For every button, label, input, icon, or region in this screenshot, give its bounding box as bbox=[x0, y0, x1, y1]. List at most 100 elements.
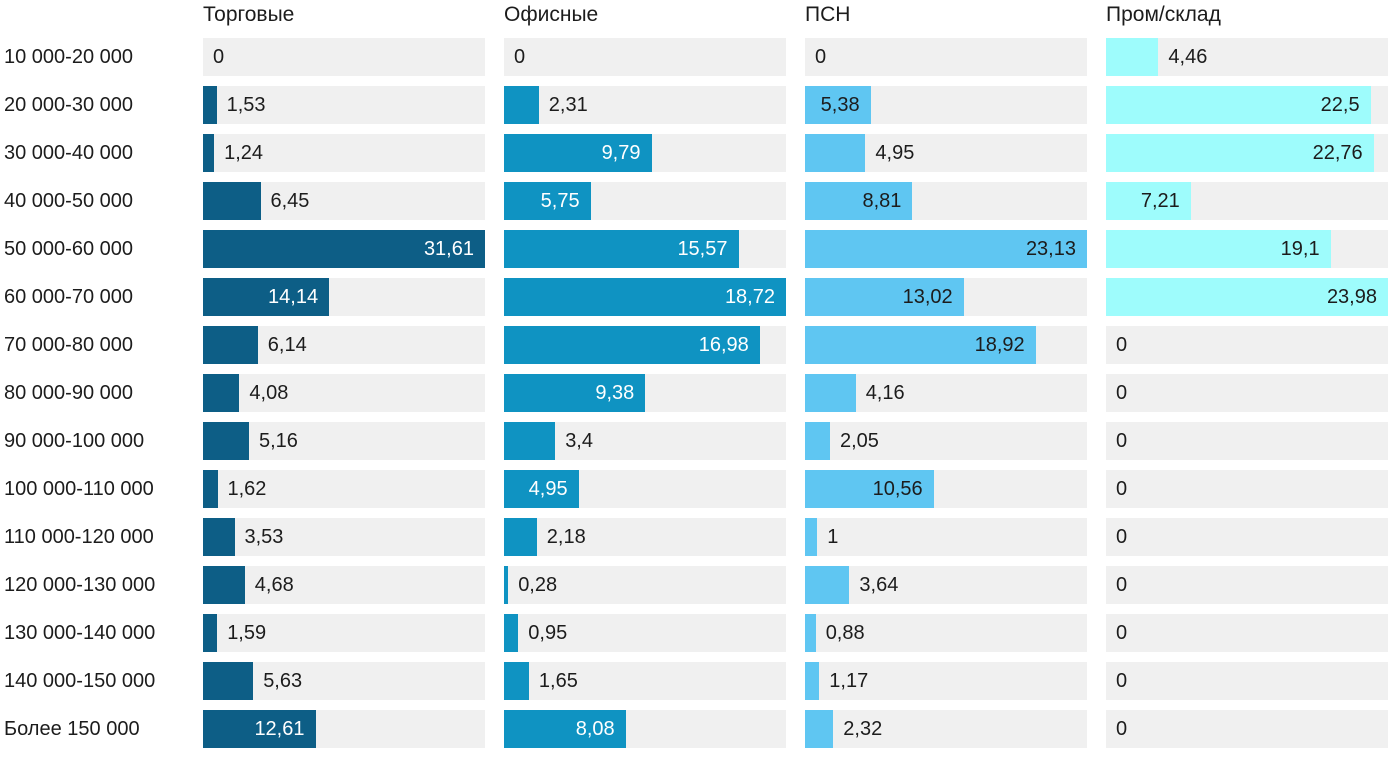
bar-value-label: 5,63 bbox=[263, 670, 303, 692]
bar bbox=[504, 518, 537, 556]
bar-track: 0 bbox=[203, 38, 485, 76]
bar-value-label: 10,56 bbox=[872, 478, 923, 500]
bar-track: 5,75 bbox=[504, 182, 786, 220]
bar bbox=[1106, 230, 1331, 268]
bar-track: 8,08 bbox=[504, 710, 786, 748]
bar bbox=[203, 134, 215, 172]
bar-track: 1 bbox=[805, 518, 1087, 556]
bar-value-label: 1,59 bbox=[227, 622, 267, 644]
bar bbox=[203, 614, 218, 652]
bar bbox=[203, 662, 254, 700]
bar-value-label: 22,76 bbox=[1312, 142, 1363, 164]
bar bbox=[805, 326, 1036, 364]
bar-value-label: 31,61 bbox=[423, 238, 474, 260]
bar-value-label: 4,16 bbox=[865, 382, 905, 404]
bar bbox=[203, 182, 261, 220]
chart-row: 80 000-90 000 4,08 9,38 4,16 0 bbox=[0, 374, 1400, 422]
bar bbox=[203, 710, 316, 748]
bar-track: 15,57 bbox=[504, 230, 786, 268]
bar-value-label: 23,98 bbox=[1326, 286, 1377, 308]
row-label: 10 000-20 000 bbox=[4, 46, 134, 68]
bar bbox=[805, 614, 816, 652]
bar-value-label: 0 bbox=[1116, 478, 1128, 500]
row-label: 20 000-30 000 bbox=[4, 94, 134, 116]
bar-value-label: 2,31 bbox=[548, 94, 588, 116]
bar-value-label: 16,98 bbox=[698, 334, 749, 356]
bar-track: 0 bbox=[1106, 710, 1388, 748]
bar-track: 1,65 bbox=[504, 662, 786, 700]
bar-track: 5,38 bbox=[805, 86, 1087, 124]
chart-row: 120 000-130 000 4,68 0,28 3,64 0 bbox=[0, 566, 1400, 614]
bar-track: 1,53 bbox=[203, 86, 485, 124]
bar bbox=[805, 374, 856, 412]
bar bbox=[1106, 134, 1374, 172]
bar-value-label: 4,08 bbox=[249, 382, 289, 404]
chart-row: 20 000-30 000 1,53 2,31 5,38 22,5 bbox=[0, 86, 1400, 134]
row-label: 100 000-110 000 bbox=[4, 478, 154, 500]
bar bbox=[805, 182, 913, 220]
chart-row: 100 000-110 000 1,62 4,95 10,56 0 bbox=[0, 470, 1400, 518]
row-label: 40 000-50 000 bbox=[4, 190, 134, 212]
bar-value-label: 1,24 bbox=[224, 142, 264, 164]
bar-value-label: 0 bbox=[213, 46, 225, 68]
bar-track: 19,1 bbox=[1106, 230, 1388, 268]
bar-value-label: 3,64 bbox=[859, 574, 899, 596]
bar bbox=[504, 710, 626, 748]
bar-track: 5,16 bbox=[203, 422, 485, 460]
bar bbox=[805, 134, 866, 172]
bar bbox=[203, 278, 330, 316]
chart-row: 140 000-150 000 5,63 1,65 1,17 0 bbox=[0, 662, 1400, 710]
bar-value-label: 19,1 bbox=[1280, 238, 1320, 260]
bar-value-label: 1,62 bbox=[227, 478, 267, 500]
bar-value-label: 0 bbox=[514, 46, 526, 68]
chart-row: Более 150 000 12,61 8,08 2,32 0 bbox=[0, 710, 1400, 758]
bar-value-label: 6,14 bbox=[267, 334, 307, 356]
bar-track: 0 bbox=[1106, 422, 1388, 460]
bar bbox=[203, 470, 218, 508]
bar-value-label: 9,38 bbox=[595, 382, 635, 404]
bar-track: 1,17 bbox=[805, 662, 1087, 700]
bar bbox=[805, 278, 964, 316]
bar-track: 2,18 bbox=[504, 518, 786, 556]
bar bbox=[1106, 278, 1388, 316]
bar-track: 13,02 bbox=[805, 278, 1087, 316]
bar-value-label: 23,13 bbox=[1025, 238, 1076, 260]
bar-track: 16,98 bbox=[504, 326, 786, 364]
bar-track: 0,95 bbox=[504, 614, 786, 652]
bar-track: 14,14 bbox=[203, 278, 485, 316]
bar bbox=[504, 326, 760, 364]
bar bbox=[203, 230, 485, 268]
bar-value-label: 4,46 bbox=[1168, 46, 1208, 68]
bar bbox=[805, 422, 830, 460]
bar bbox=[203, 86, 217, 124]
bar-track: 0 bbox=[1106, 518, 1388, 556]
bar-value-label: 8,08 bbox=[575, 718, 615, 740]
row-label: 120 000-130 000 bbox=[4, 574, 156, 596]
bar-track: 0 bbox=[805, 38, 1087, 76]
bar bbox=[504, 86, 539, 124]
bar-value-label: 8,81 bbox=[862, 190, 902, 212]
bar-track: 31,61 bbox=[203, 230, 485, 268]
bar-value-label: 15,57 bbox=[677, 238, 728, 260]
header-spacer bbox=[0, 0, 184, 38]
bar-track: 0,28 bbox=[504, 566, 786, 604]
bar bbox=[203, 422, 249, 460]
bar-value-label: 0 bbox=[1116, 526, 1128, 548]
bar-value-label: 1 bbox=[827, 526, 839, 548]
chart-row: 30 000-40 000 1,24 9,79 4,95 22,76 bbox=[0, 134, 1400, 182]
chart-row: 10 000-20 000 0 0 0 4,46 bbox=[0, 38, 1400, 86]
bar-track: 7,21 bbox=[1106, 182, 1388, 220]
bar-value-label: 0 bbox=[1116, 430, 1128, 452]
chart-row: 40 000-50 000 6,45 5,75 8,81 7,21 bbox=[0, 182, 1400, 230]
chart-row: 130 000-140 000 1,59 0,95 0,88 0 bbox=[0, 614, 1400, 662]
bar-track: 4,46 bbox=[1106, 38, 1388, 76]
bar-value-label: 1,17 bbox=[829, 670, 869, 692]
bar-value-label: 0 bbox=[1116, 670, 1128, 692]
chart-row: 50 000-60 000 31,61 15,57 23,13 19,1 bbox=[0, 230, 1400, 278]
bar bbox=[504, 182, 591, 220]
bar bbox=[203, 374, 240, 412]
column-header: ПСН bbox=[805, 3, 851, 26]
bar bbox=[504, 662, 529, 700]
bar-track: 18,72 bbox=[504, 278, 786, 316]
bar-value-label: 0 bbox=[1116, 334, 1128, 356]
